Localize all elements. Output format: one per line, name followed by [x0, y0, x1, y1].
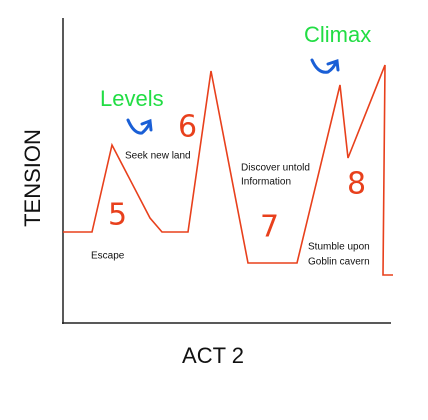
levels-label: Levels — [100, 86, 164, 111]
event-label: Escape — [91, 251, 125, 262]
level-number: 6 — [178, 110, 197, 145]
arrow — [310, 58, 340, 74]
climax-label: Climax — [304, 22, 371, 47]
level-number: 7 — [260, 210, 279, 245]
tension-line — [63, 64, 393, 276]
level-number: 8 — [347, 167, 366, 202]
arrow — [126, 118, 153, 135]
level-number: 5 — [108, 198, 127, 233]
y-axis-label: TENSION — [20, 129, 45, 227]
event-label: Stumble upon — [308, 242, 370, 253]
event-label: Goblin cavern — [308, 257, 370, 268]
event-label: Discover untold — [241, 163, 310, 174]
event-label: Information — [241, 177, 291, 188]
x-axis-label: ACT 2 — [182, 343, 244, 368]
event-label: Seek new land — [125, 151, 191, 162]
